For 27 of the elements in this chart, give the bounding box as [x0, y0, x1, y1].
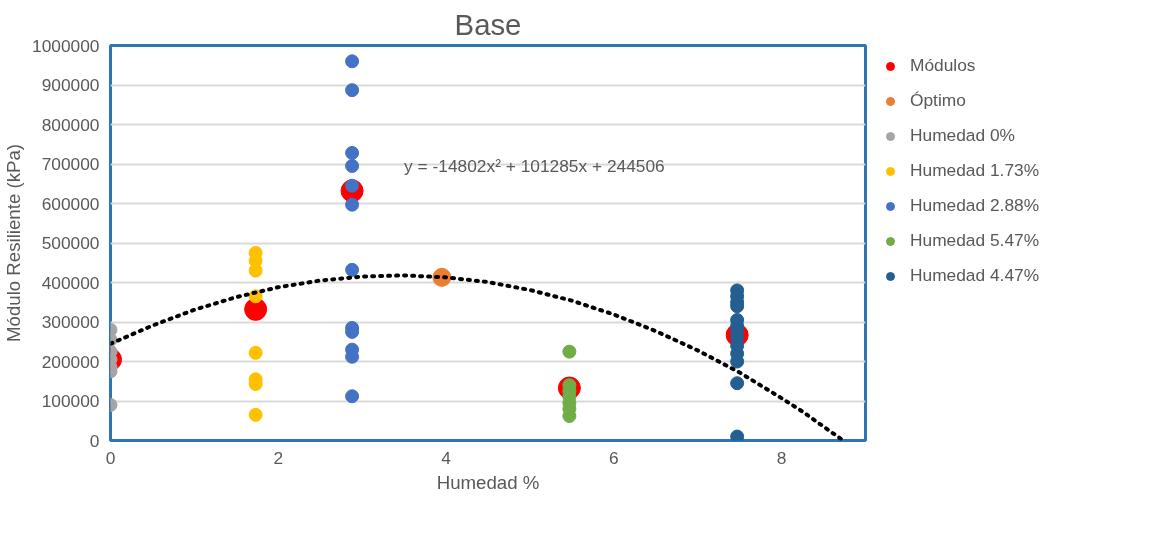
- x-tick-label: 0: [105, 447, 116, 468]
- legend-label: Humedad 4.47%: [910, 265, 1040, 286]
- y-tick-label: 100000: [41, 391, 100, 411]
- chart-title: Base: [454, 7, 522, 41]
- legend-label: Humedad 1.73%: [910, 160, 1040, 181]
- legend-label: Humedad 2.88%: [910, 195, 1040, 216]
- x-tick-label: 8: [776, 447, 787, 468]
- y-tick-label: 500000: [41, 233, 100, 253]
- y-axis-title: Módulo Resiliente (kPa): [3, 143, 25, 343]
- x-tick-label: 4: [441, 447, 452, 468]
- y-tick-label: 300000: [41, 312, 100, 332]
- x-axis-title: Humedad %: [436, 471, 540, 493]
- legend-label: Humedad 5.47%: [910, 230, 1040, 251]
- y-tick-label: 900000: [41, 75, 100, 95]
- y-tick-label: 200000: [41, 351, 100, 372]
- y-tick-label: 0: [89, 430, 100, 451]
- x-tick-label: 6: [609, 447, 619, 468]
- y-tick-label: 800000: [41, 114, 100, 135]
- legend-label: Óptimo: [910, 90, 966, 111]
- annotation: y = -14802x² + 101285x + 244506: [404, 155, 665, 176]
- x-tick-label: 2: [273, 447, 284, 468]
- legend-label: Módulos: [910, 55, 976, 76]
- legend-label: Humedad 0%: [910, 125, 1015, 146]
- y-tick-label: 600000: [41, 193, 100, 214]
- y-tick-label: 700000: [41, 154, 100, 174]
- y-tick-label: 1000000: [32, 35, 100, 56]
- y-tick-label: 400000: [41, 272, 100, 293]
